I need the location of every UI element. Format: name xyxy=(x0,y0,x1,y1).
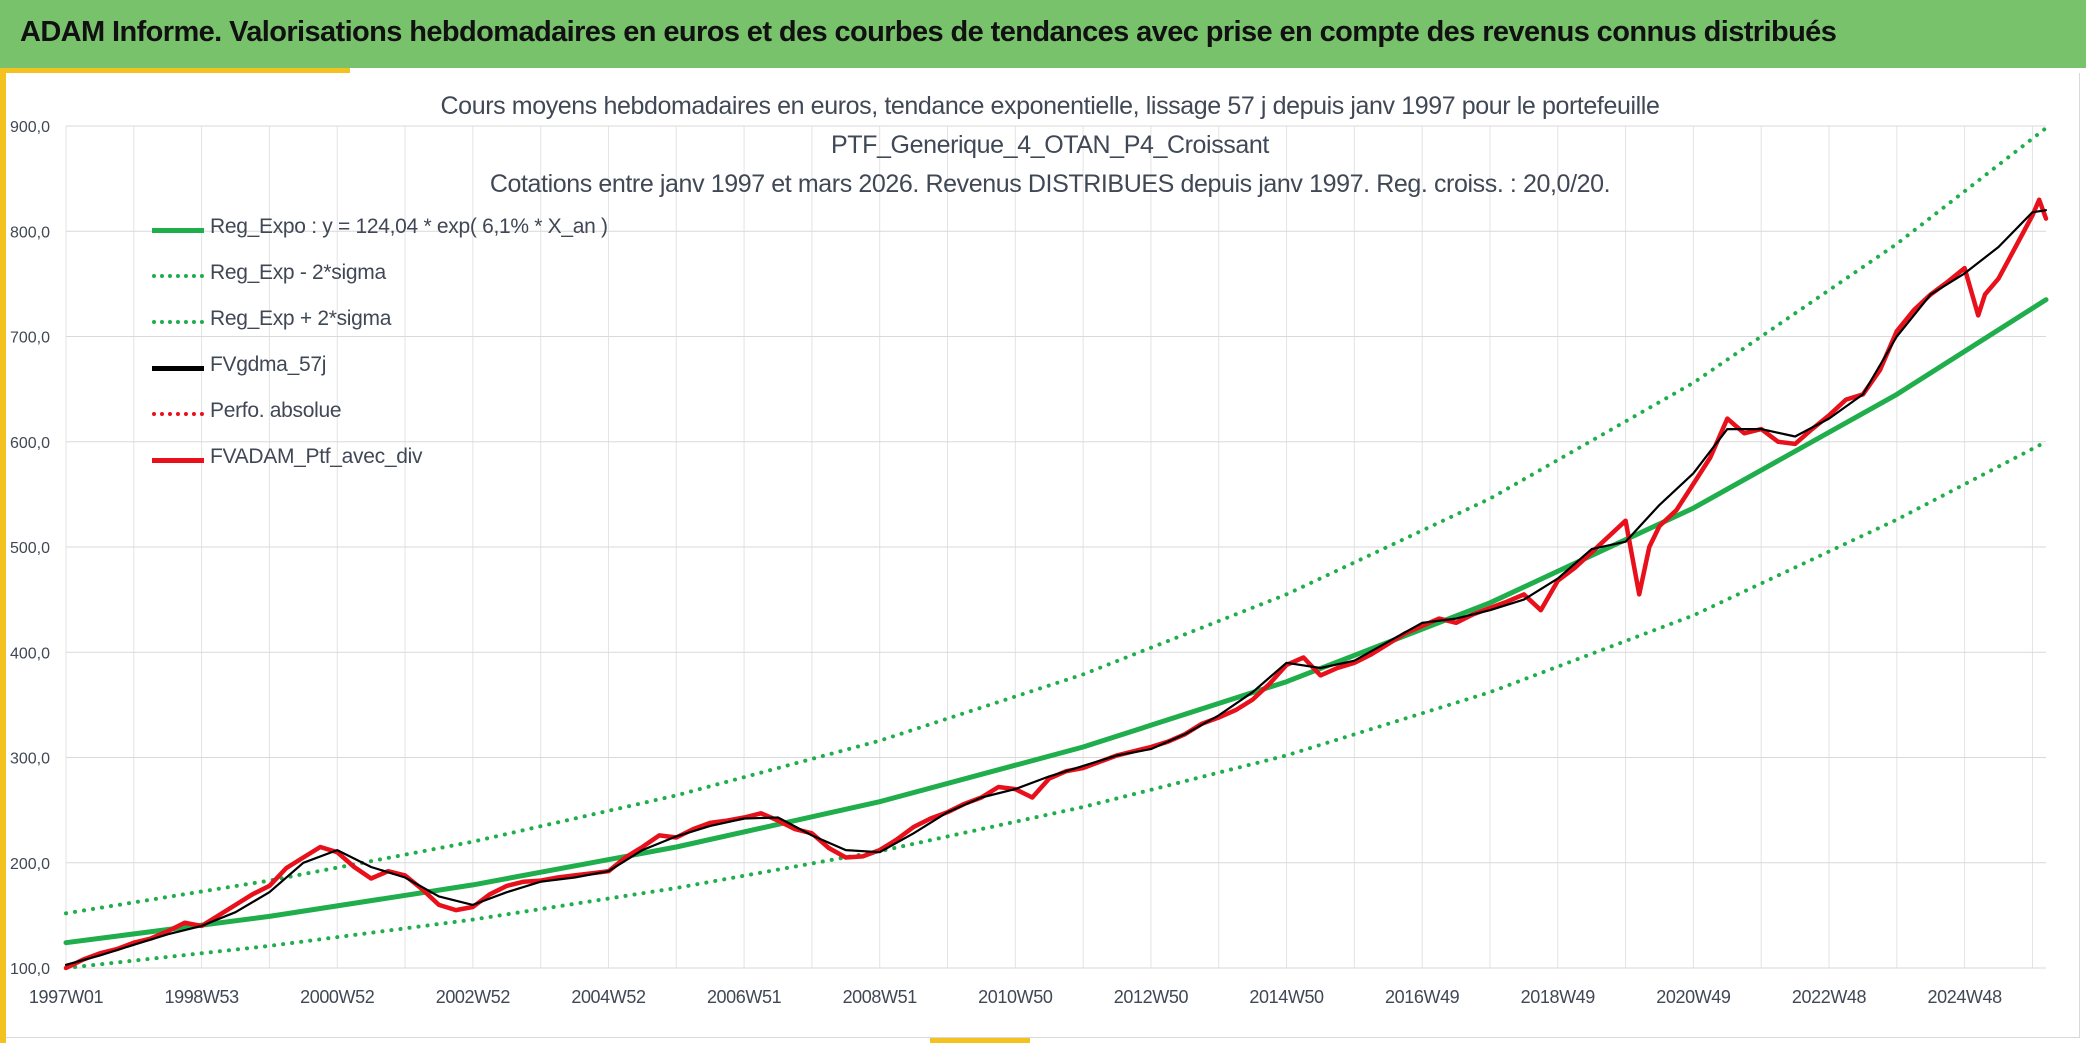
legend-swatch xyxy=(152,320,204,324)
legend-item: Reg_Exp - 2*sigma xyxy=(152,259,752,289)
legend-label: Reg_Exp + 2*sigma xyxy=(210,307,392,330)
x-tick-label: 2018W49 xyxy=(1521,987,1596,1007)
accent-bar-left xyxy=(0,68,6,1043)
legend-label: Perfo. absolue xyxy=(210,399,342,422)
accent-bar-top xyxy=(0,68,350,73)
x-tick-label: 2006W51 xyxy=(707,987,782,1007)
chart-title-line-1: Cours moyens hebdomadaires en euros, ten… xyxy=(440,92,1660,120)
legend-item: Perfo. absolue xyxy=(152,397,752,427)
x-tick-label: 2020W49 xyxy=(1656,987,1731,1007)
series-line-1 xyxy=(64,439,2048,970)
axes: 100,0 200,0 300,0 400,0 500,0 600,0 700,0 800,0… xyxy=(10,119,2003,1007)
series-line-5 xyxy=(63,197,2049,971)
legend-swatch xyxy=(152,228,204,233)
chart-title-line-2: PTF_Generique_4_OTAN_P4_Croissant xyxy=(831,131,1269,159)
series-line-3 xyxy=(64,209,2048,966)
x-tick-label: 2016W49 xyxy=(1385,987,1460,1007)
x-tick-label: 2014W50 xyxy=(1249,987,1324,1007)
y-tick-label: 200,0 xyxy=(10,856,50,873)
y-tick-label: 300,0 xyxy=(10,751,50,768)
header-bar: ADAM Informe. Valorisations hebdomadaire… xyxy=(0,0,2086,68)
legend-label: FVADAM_Ptf_avec_div xyxy=(210,445,423,468)
series-line-0 xyxy=(63,297,2049,946)
y-tick-label: 900,0 xyxy=(10,119,50,136)
legend-swatch xyxy=(152,412,204,416)
x-tick-label: 2002W52 xyxy=(436,987,511,1007)
x-tick-label: 2000W52 xyxy=(300,987,375,1007)
page-title: ADAM Informe. Valorisations hebdomadaire… xyxy=(20,16,1837,48)
y-tick-label: 500,0 xyxy=(10,540,50,557)
x-tick-label: 1997W01 xyxy=(29,987,104,1007)
series-line-2 xyxy=(64,126,2048,916)
x-tick-label: 2004W52 xyxy=(571,987,646,1007)
legend-item: FVADAM_Ptf_avec_div xyxy=(152,443,752,473)
legend-swatch xyxy=(152,458,204,463)
y-tick-label: 600,0 xyxy=(10,435,50,452)
legend-swatch xyxy=(152,366,204,371)
series xyxy=(63,126,2049,971)
x-tick-label: 2008W51 xyxy=(843,987,918,1007)
x-tick-label: 1998W53 xyxy=(164,987,239,1007)
legend-swatch xyxy=(152,274,204,278)
legend-label: FVgdma_57j xyxy=(210,353,327,376)
grid xyxy=(65,125,2046,969)
legend-item: Reg_Exp + 2*sigma xyxy=(152,305,752,335)
chart-title-line-3: Cotations entre janv 1997 et mars 2026. … xyxy=(489,170,1611,198)
x-tick-label: 2010W50 xyxy=(978,987,1053,1007)
y-tick-label: 100,0 xyxy=(10,961,50,978)
legend-label: Reg_Exp - 2*sigma xyxy=(210,261,386,284)
x-tick-label: 2012W50 xyxy=(1114,987,1189,1007)
legend-item: Reg_Expo : y = 124,04 * exp( 6,1% * X_an… xyxy=(152,213,752,243)
x-tick-label: 2024W48 xyxy=(1927,987,2002,1007)
y-tick-label: 800,0 xyxy=(10,224,50,241)
chart-frame xyxy=(6,73,2080,1038)
y-tick-label: 400,0 xyxy=(10,645,50,662)
y-tick-label: 700,0 xyxy=(10,330,50,347)
legend-label: Reg_Expo : y = 124,04 * exp( 6,1% * X_an… xyxy=(210,215,608,238)
legend-item: FVgdma_57j xyxy=(152,351,752,381)
x-tick-label: 2022W48 xyxy=(1792,987,1867,1007)
accent-bar-bottom xyxy=(930,1038,1030,1043)
